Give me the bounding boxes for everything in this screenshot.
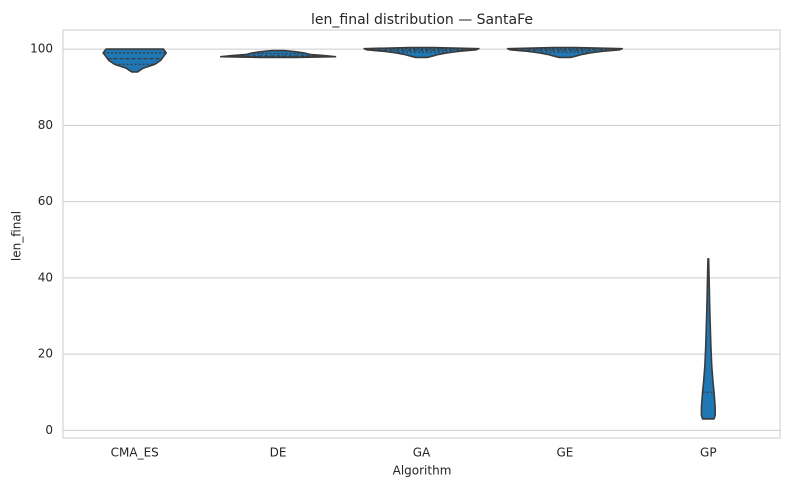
violin-body xyxy=(700,257,716,420)
violin-gp xyxy=(700,257,716,420)
chart-title: len_final distribution — SantaFe xyxy=(311,12,533,28)
y-tick-labels: 0 20 40 60 80 100 xyxy=(30,42,53,437)
y-tick-label: 60 xyxy=(38,194,53,208)
y-tick-label: 100 xyxy=(30,42,53,56)
x-axis-label: Algorithm xyxy=(393,464,452,478)
y-tick-label: 0 xyxy=(45,423,53,437)
plot-frame xyxy=(62,29,781,439)
x-tick-label: GA xyxy=(413,446,431,460)
x-tick-label: CMA_ES xyxy=(111,446,159,460)
x-tick-labels: CMA_ES DE GA GE GP xyxy=(111,446,717,460)
violin-body xyxy=(102,48,168,73)
y-tick-label: 20 xyxy=(38,347,53,361)
y-axis-label: len_final xyxy=(10,211,24,261)
x-tick-label: GE xyxy=(556,446,573,460)
violin-ga xyxy=(363,46,480,59)
y-tick-label: 40 xyxy=(38,270,53,284)
violin-ge xyxy=(506,46,624,59)
x-tick-label: DE xyxy=(270,446,287,460)
x-tick-label: GP xyxy=(700,446,717,460)
violins xyxy=(102,46,716,420)
violin-de xyxy=(219,49,337,59)
y-tick-label: 80 xyxy=(38,118,53,132)
violin-cma-es xyxy=(102,48,168,73)
